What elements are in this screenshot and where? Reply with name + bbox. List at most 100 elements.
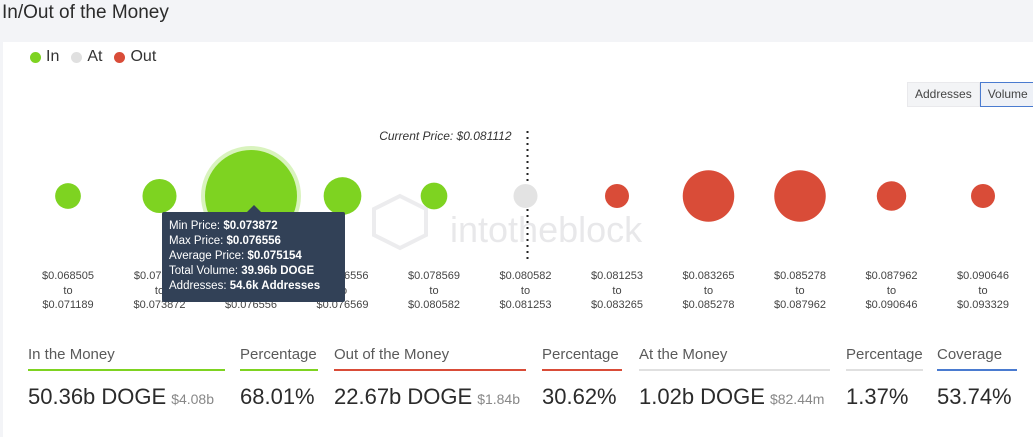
legend-item-out[interactable]: Out (114, 48, 156, 66)
stat-block: Percentage 30.62% (542, 346, 622, 410)
tick-label-to: $0.081253 (500, 299, 552, 311)
bubble-out[interactable] (605, 184, 629, 208)
addresses-toggle-button[interactable]: Addresses (907, 82, 980, 107)
tick-label-to: $0.076556 (225, 299, 277, 311)
tick-label-from: $0.087962 (866, 270, 918, 282)
bubble-in[interactable] (323, 177, 362, 215)
tick-label-to-word: to (521, 285, 530, 297)
out-dot-icon (114, 51, 126, 63)
bubble-out[interactable] (682, 170, 735, 222)
tick-label-to: $0.090646 (866, 299, 918, 311)
stat-value: 68.01% (240, 384, 318, 410)
tick-label-to: $0.071189 (42, 299, 93, 311)
tooltip-max-value: $0.076556 (226, 235, 281, 247)
tick-label-from: $0.090646 (957, 270, 1009, 282)
stat-value: 30.62% (542, 384, 622, 410)
tooltip-addr-value: 54.6k Addresses (229, 280, 321, 292)
stat-label: Out of the Money (334, 346, 450, 363)
legend-item-in[interactable]: In (30, 48, 59, 66)
tick-label-to-word: to (704, 285, 713, 297)
stat-label: In the Money (28, 346, 115, 363)
stat-label: Percentage (240, 346, 317, 363)
bubble-in[interactable] (142, 178, 177, 214)
stat-underline (28, 369, 225, 371)
view-toggle: Addresses Volume (907, 82, 1033, 107)
legend-item-at[interactable]: At (71, 48, 102, 66)
tooltip-arrow (247, 205, 261, 212)
bubble-out[interactable] (774, 170, 826, 222)
stat-label: Percentage (542, 346, 619, 363)
tick-label-to-word: to (978, 285, 987, 297)
bubble-out[interactable] (876, 181, 907, 211)
stat-value: 53.74% (937, 384, 1017, 410)
bubble-out[interactable] (971, 184, 995, 208)
stat-label: Coverage (937, 346, 1003, 363)
at-dot-icon (71, 51, 83, 63)
watermark-logo-icon (372, 193, 428, 251)
stat-underline (240, 369, 318, 371)
tick-label-to-word: to (429, 285, 438, 297)
stat-usd-value: $4.08b (171, 391, 215, 407)
stat-usd-value: $82.44m (769, 391, 825, 407)
current-price-label: Current Price: $0.081112 (379, 129, 512, 143)
stat-value-text: 50.36b DOGE (28, 384, 167, 409)
stat-value-text: 68.01% (240, 384, 315, 409)
tick-label-to: $0.085278 (683, 299, 735, 311)
stat-underline (937, 369, 1017, 371)
tick-label-to-word: to (63, 285, 72, 297)
stat-block: In the Money 50.36b DOGE $4.08b (28, 346, 225, 410)
in-dot-icon (30, 51, 41, 63)
stat-value-text: 1.37% (846, 384, 909, 409)
tick-label-to: $0.093329 (957, 299, 1009, 311)
stat-block: Out of the Money 22.67b DOGE $1.84b (334, 346, 526, 410)
volume-toggle-button[interactable]: Volume (979, 82, 1033, 107)
bubble-tooltip: Min Price: $0.073872 Max Price: $0.07655… (162, 212, 345, 302)
stat-underline (639, 369, 830, 371)
tooltip-avg-label: Average Price: (169, 250, 245, 262)
stat-underline (542, 369, 622, 371)
tick-label-from: $0.080582 (500, 270, 552, 282)
stat-value-text: 22.67b DOGE (334, 384, 473, 409)
stat-value: 1.02b DOGE $82.44m (639, 384, 830, 410)
stat-value-text: 53.74% (937, 384, 1012, 409)
stat-value-text: 1.02b DOGE (639, 384, 765, 409)
tick-label-to: $0.087962 (774, 299, 826, 311)
watermark-text: intotheblock (450, 209, 643, 250)
stat-underline (334, 369, 526, 371)
stat-value: 1.37% (846, 384, 923, 410)
legend-label: In (46, 48, 60, 65)
tooltip-vol-value: 39.96b DOGE (241, 265, 315, 277)
tick-label-to: $0.080582 (408, 299, 460, 311)
tooltip-max-label: Max Price: (169, 235, 224, 247)
stat-value-text: 30.62% (542, 384, 617, 409)
legend-label: Out (130, 48, 157, 65)
tick-label-to: $0.076569 (317, 299, 369, 311)
bubble-at[interactable] (513, 184, 538, 208)
stat-label: At the Money (639, 346, 728, 363)
stat-block: At the Money 1.02b DOGE $82.44m (639, 346, 830, 410)
tooltip-avg-value: $0.075154 (247, 250, 302, 262)
tick-label-to-word: to (795, 285, 804, 297)
stat-usd-value: $1.84b (477, 391, 521, 407)
tick-label-to-word: to (155, 285, 164, 297)
tooltip-vol-label: Total Volume: (169, 265, 239, 277)
stat-block: Percentage 68.01% (240, 346, 318, 410)
tick-label-from: $0.078569 (408, 270, 460, 282)
tick-label-from: $0.068505 (42, 270, 94, 282)
tooltip-addr-label: Addresses: (169, 280, 227, 292)
stat-value: 50.36b DOGE $4.08b (28, 384, 225, 410)
tick-label-to: $0.073872 (134, 299, 186, 311)
bubble-in[interactable] (420, 182, 448, 210)
tick-label-to-word: to (612, 285, 621, 297)
page-title: In/Out of the Money (2, 2, 169, 23)
tooltip-min-label: Min Price: (169, 220, 221, 232)
bubble-in[interactable] (55, 183, 81, 209)
stat-label: Percentage (846, 346, 923, 363)
stat-block: Coverage 53.74% (937, 346, 1017, 410)
tick-label-from: $0.081253 (591, 270, 643, 282)
tick-label-to-word: to (887, 285, 896, 297)
tick-label-to: $0.083265 (591, 299, 643, 311)
tick-label-from: $0.083265 (683, 270, 735, 282)
legend: In At Out (30, 48, 156, 66)
legend-label: At (87, 48, 103, 65)
